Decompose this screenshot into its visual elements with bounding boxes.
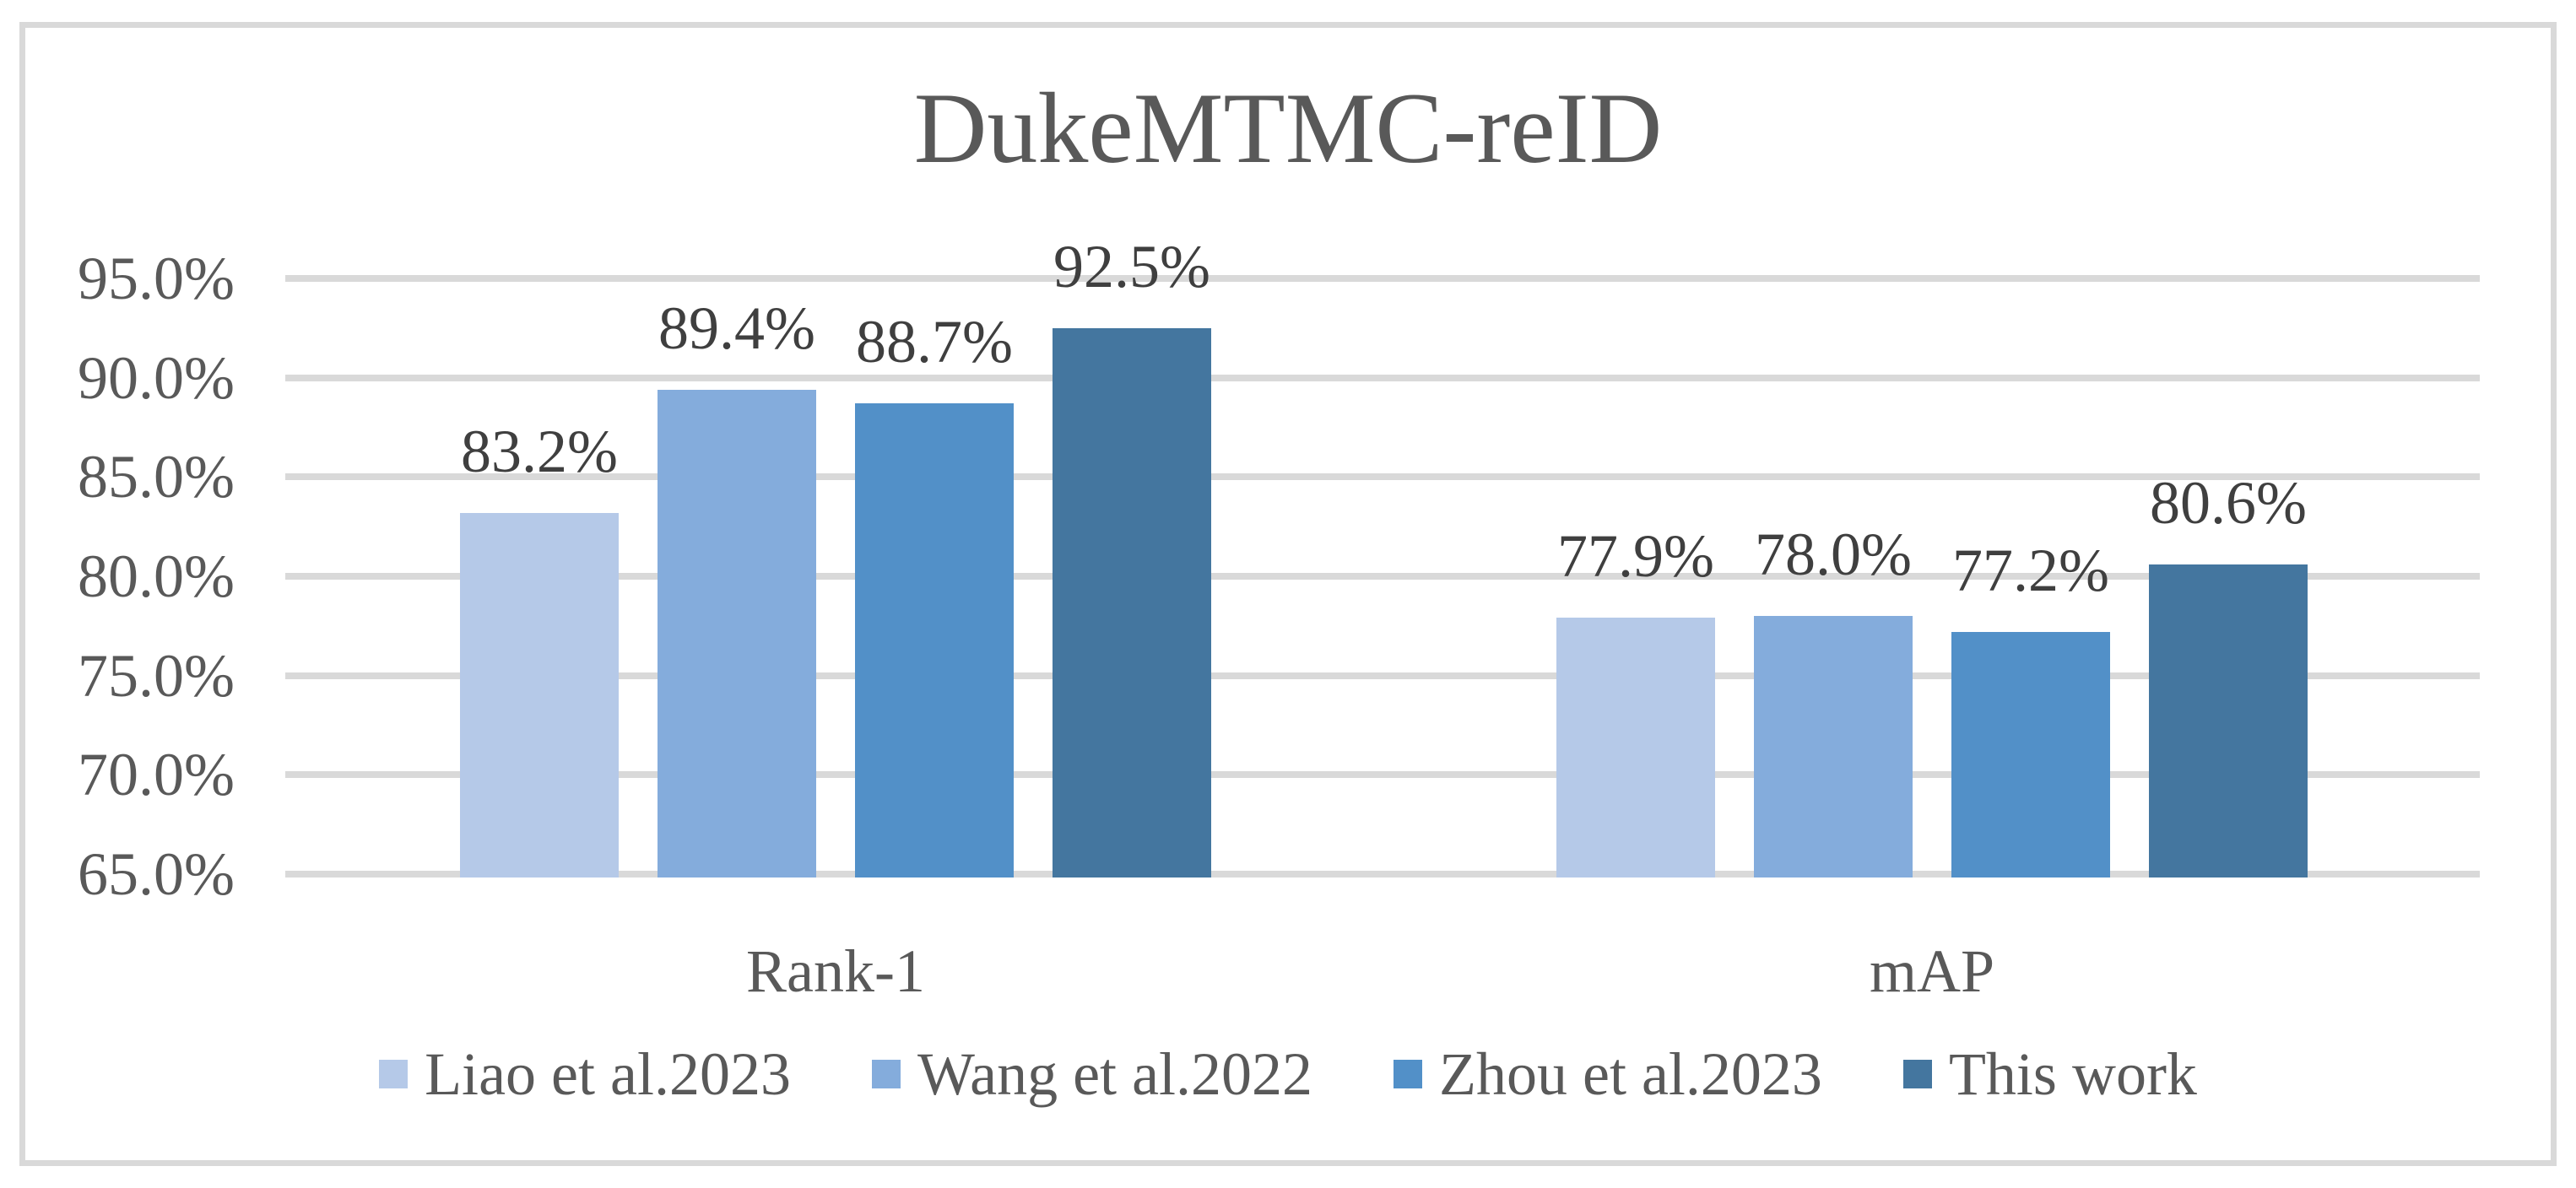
legend-item: This work: [1902, 1038, 2197, 1110]
legend-item: Liao et al.2023: [379, 1038, 791, 1110]
x-category-label: Rank-1: [746, 937, 925, 1005]
bar-value-label: 78.0%: [1755, 521, 1912, 589]
bar-value-label: 88.7%: [856, 308, 1013, 376]
gridline: [285, 473, 2480, 481]
bar-value-label: 77.9%: [1557, 522, 1714, 591]
gridline: [285, 672, 2480, 679]
x-category-label: mAP: [1869, 937, 1995, 1005]
y-axis-tick-label: 80.0%: [78, 543, 235, 610]
legend-swatch: [1902, 1060, 1932, 1088]
bar-map-series-3: [1951, 631, 2110, 878]
gridline: [285, 573, 2480, 580]
bar-rank-1-series-4: [1053, 327, 1211, 878]
legend-label: Zhou et al.2023: [1439, 1040, 1822, 1108]
bar-map-series-2: [1754, 616, 1913, 878]
bar-value-label: 80.6%: [2150, 468, 2307, 537]
legend-swatch: [379, 1060, 409, 1088]
legend-item: Wang et al.2022: [871, 1038, 1313, 1110]
y-axis-tick-label: 65.0%: [78, 840, 235, 908]
bar-value-label: 89.4%: [658, 294, 815, 362]
y-axis-tick-label: 70.0%: [78, 741, 235, 809]
chart-frame-border: [19, 22, 2557, 1166]
chart-title: DukeMTMC-reID: [913, 72, 1663, 184]
legend: Liao et al.2023 Wang et al.2022 Zhou et al…: [0, 1036, 2576, 1112]
bar-value-label: 92.5%: [1053, 232, 1210, 300]
bar-rank-1-series-2: [658, 389, 816, 878]
legend-swatch: [1394, 1060, 1423, 1088]
bar-value-label: 83.2%: [461, 417, 618, 485]
gridline: [285, 771, 2480, 779]
bar-rank-1-series-1: [460, 512, 619, 878]
bar-value-label: 77.2%: [1952, 536, 2109, 604]
gridline: [285, 275, 2480, 282]
y-axis-tick-label: 95.0%: [78, 245, 235, 312]
bar-rank-1-series-3: [855, 403, 1014, 878]
gridline: [285, 374, 2480, 381]
bar-map-series-4: [2149, 564, 2308, 878]
legend-label: Liao et al.2023: [425, 1040, 791, 1108]
gridline: [285, 871, 2480, 878]
y-axis-tick-label: 90.0%: [78, 343, 235, 412]
legend-label: Wang et al.2022: [917, 1040, 1313, 1108]
y-axis-tick-label: 75.0%: [78, 641, 235, 710]
legend-swatch: [871, 1060, 901, 1088]
bar-map-series-1: [1556, 618, 1715, 878]
legend-item: Zhou et al.2023: [1394, 1038, 1822, 1110]
legend-label: This work: [1948, 1040, 2197, 1108]
y-axis-tick-label: 85.0%: [78, 443, 235, 511]
